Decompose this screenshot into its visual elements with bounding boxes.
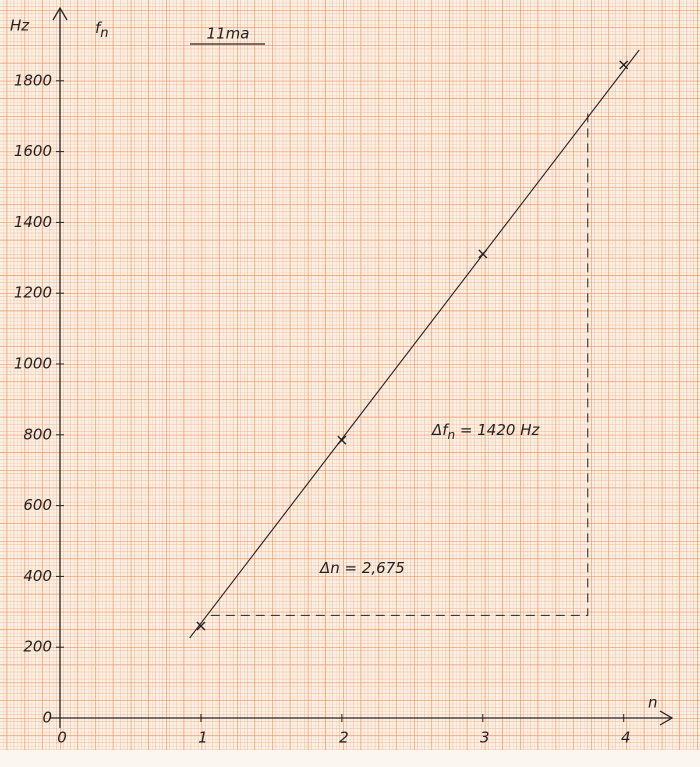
x-tick-label: 1 (198, 729, 208, 747)
y-unit: Hz (10, 17, 30, 35)
y-tick-label: 1600 (14, 142, 52, 160)
annotation: Δn = 2,675 (319, 559, 405, 577)
y-tick-label: 200 (23, 638, 52, 656)
annotation-text: Δf (431, 421, 450, 439)
chart-title: 11ma (207, 25, 250, 43)
annotation-subscript: n (448, 428, 456, 442)
x-tick-label: 3 (480, 729, 490, 747)
y-tick-label: 1800 (14, 71, 52, 89)
x-label: n (648, 694, 658, 712)
y-tick-label: 0 (42, 709, 52, 727)
point (619, 60, 629, 70)
axes (50, 6, 674, 728)
x-arrow (659, 710, 674, 726)
y-tick-label: 600 (23, 496, 52, 514)
y-tick-label: 1200 (14, 284, 52, 302)
x-tick-label: 4 (621, 729, 631, 747)
annotation-text: Δn = 2,675 (319, 559, 405, 577)
x-tick-label: 0 (57, 729, 67, 747)
paper-grid-major (0, 0, 700, 750)
y-tick-label: 400 (23, 567, 52, 585)
point (337, 435, 347, 445)
annotation-text: = 1420 Hz (455, 421, 540, 439)
point (478, 249, 488, 259)
y-label: fn (95, 19, 109, 41)
y-arrow (52, 6, 68, 21)
y-label-symbol: f (95, 19, 103, 37)
y-label-subscript: n (100, 26, 108, 41)
y-tick-label: 1400 (14, 213, 52, 231)
annotation: Δfn = 1420 Hz (431, 421, 540, 442)
point (196, 621, 206, 631)
y-tick-label: 1000 (14, 355, 52, 373)
y-tick-label: 800 (23, 425, 52, 443)
x-tick-label: 2 (339, 729, 349, 747)
fit-line (189, 49, 640, 639)
guide-line (210, 112, 589, 616)
